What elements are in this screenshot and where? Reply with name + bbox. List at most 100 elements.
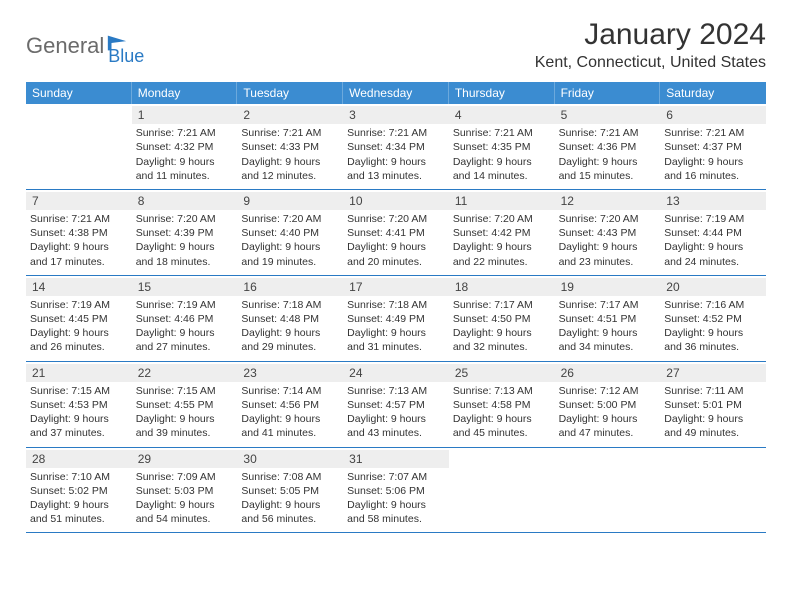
dow-cell: Sunday [26, 82, 132, 104]
sunrise-line: Sunrise: 7:21 AM [664, 126, 762, 140]
sunset-line: Sunset: 5:06 PM [347, 484, 445, 498]
title-block: January 2024 Kent, Connecticut, United S… [535, 18, 766, 72]
sunset-line: Sunset: 4:49 PM [347, 312, 445, 326]
dow-cell: Thursday [449, 82, 555, 104]
day-number: 17 [343, 278, 449, 296]
day-cell: 2Sunrise: 7:21 AMSunset: 4:33 PMDaylight… [237, 104, 343, 189]
sunrise-line: Sunrise: 7:19 AM [136, 298, 234, 312]
header: General Blue January 2024 Kent, Connecti… [26, 18, 766, 72]
sunrise-line: Sunrise: 7:21 AM [453, 126, 551, 140]
sunrise-line: Sunrise: 7:20 AM [347, 212, 445, 226]
sunrise-line: Sunrise: 7:18 AM [347, 298, 445, 312]
daylight-line: Daylight: 9 hours and 15 minutes. [559, 155, 657, 183]
sunrise-line: Sunrise: 7:19 AM [30, 298, 128, 312]
sunrise-line: Sunrise: 7:19 AM [664, 212, 762, 226]
daylight-line: Daylight: 9 hours and 24 minutes. [664, 240, 762, 268]
brand-name-b: Blue [108, 46, 144, 67]
week-row: 7Sunrise: 7:21 AMSunset: 4:38 PMDaylight… [26, 190, 766, 276]
sunset-line: Sunset: 4:48 PM [241, 312, 339, 326]
sunrise-line: Sunrise: 7:17 AM [559, 298, 657, 312]
day-number: 25 [449, 364, 555, 382]
day-number: 24 [343, 364, 449, 382]
daylight-line: Daylight: 9 hours and 47 minutes. [559, 412, 657, 440]
day-cell: 14Sunrise: 7:19 AMSunset: 4:45 PMDayligh… [26, 276, 132, 361]
day-number: 5 [555, 106, 661, 124]
day-number: 1 [132, 106, 238, 124]
daylight-line: Daylight: 9 hours and 39 minutes. [136, 412, 234, 440]
day-number: 30 [237, 450, 343, 468]
sunset-line: Sunset: 4:39 PM [136, 226, 234, 240]
sunset-line: Sunset: 4:37 PM [664, 140, 762, 154]
day-number: 4 [449, 106, 555, 124]
day-number: 27 [660, 364, 766, 382]
daylight-line: Daylight: 9 hours and 29 minutes. [241, 326, 339, 354]
dow-cell: Monday [132, 82, 238, 104]
day-cell: 22Sunrise: 7:15 AMSunset: 4:55 PMDayligh… [132, 362, 238, 447]
day-cell: 11Sunrise: 7:20 AMSunset: 4:42 PMDayligh… [449, 190, 555, 275]
sunset-line: Sunset: 5:02 PM [30, 484, 128, 498]
daylight-line: Daylight: 9 hours and 11 minutes. [136, 155, 234, 183]
sunrise-line: Sunrise: 7:20 AM [136, 212, 234, 226]
daylight-line: Daylight: 9 hours and 17 minutes. [30, 240, 128, 268]
daylight-line: Daylight: 9 hours and 56 minutes. [241, 498, 339, 526]
day-number: 20 [660, 278, 766, 296]
day-cell: 4 Sunrise: 7:21 AMSunset: 4:35 PMDaylight… [449, 104, 555, 189]
day-number: 14 [26, 278, 132, 296]
sunrise-line: Sunrise: 7:17 AM [453, 298, 551, 312]
day-cell: 31 Sunrise: 7:07 AMSunset: 5:06 PMDayligh… [343, 448, 449, 533]
sunset-line: Sunset: 4:53 PM [30, 398, 128, 412]
sunset-line: Sunset: 4:51 PM [559, 312, 657, 326]
day-cell: 8Sunrise: 7:20 AMSunset: 4:39 PMDaylight… [132, 190, 238, 275]
day-number: 28 [26, 450, 132, 468]
daylight-line: Daylight: 9 hours and 13 minutes. [347, 155, 445, 183]
day-number: 29 [132, 450, 238, 468]
day-number: 11 [449, 192, 555, 210]
sunset-line: Sunset: 4:57 PM [347, 398, 445, 412]
sunset-line: Sunset: 5:05 PM [241, 484, 339, 498]
day-number: 31 [343, 450, 449, 468]
sunset-line: Sunset: 4:42 PM [453, 226, 551, 240]
sunset-line: Sunset: 4:32 PM [136, 140, 234, 154]
week-row: 21Sunrise: 7:15 AMSunset: 4:53 PMDayligh… [26, 362, 766, 448]
sunrise-line: Sunrise: 7:14 AM [241, 384, 339, 398]
sunrise-line: Sunrise: 7:21 AM [241, 126, 339, 140]
page-title: January 2024 [535, 18, 766, 52]
sunrise-line: Sunrise: 7:07 AM [347, 470, 445, 484]
daylight-line: Daylight: 9 hours and 14 minutes. [453, 155, 551, 183]
daylight-line: Daylight: 9 hours and 31 minutes. [347, 326, 445, 354]
week-row: 14Sunrise: 7:19 AMSunset: 4:45 PMDayligh… [26, 276, 766, 362]
daylight-line: Daylight: 9 hours and 12 minutes. [241, 155, 339, 183]
calendar-body: 1Sunrise: 7:21 AMSunset: 4:32 PMDaylight… [26, 104, 766, 533]
daylight-line: Daylight: 9 hours and 32 minutes. [453, 326, 551, 354]
sunrise-line: Sunrise: 7:16 AM [664, 298, 762, 312]
day-cell: 23Sunrise: 7:14 AMSunset: 4:56 PMDayligh… [237, 362, 343, 447]
day-cell: 20Sunrise: 7:16 AMSunset: 4:52 PMDayligh… [660, 276, 766, 361]
daylight-line: Daylight: 9 hours and 23 minutes. [559, 240, 657, 268]
sunrise-line: Sunrise: 7:21 AM [136, 126, 234, 140]
day-cell: 30 Sunrise: 7:08 AMSunset: 5:05 PMDayligh… [237, 448, 343, 533]
dow-cell: Tuesday [237, 82, 343, 104]
day-cell: 9Sunrise: 7:20 AMSunset: 4:40 PMDaylight… [237, 190, 343, 275]
sunset-line: Sunset: 4:36 PM [559, 140, 657, 154]
daylight-line: Daylight: 9 hours and 20 minutes. [347, 240, 445, 268]
sunrise-line: Sunrise: 7:15 AM [30, 384, 128, 398]
sunset-line: Sunset: 5:00 PM [559, 398, 657, 412]
daylight-line: Daylight: 9 hours and 54 minutes. [136, 498, 234, 526]
sunrise-line: Sunrise: 7:21 AM [347, 126, 445, 140]
brand-logo: General Blue [26, 24, 144, 67]
sunset-line: Sunset: 4:35 PM [453, 140, 551, 154]
daylight-line: Daylight: 9 hours and 36 minutes. [664, 326, 762, 354]
sunset-line: Sunset: 4:50 PM [453, 312, 551, 326]
daylight-line: Daylight: 9 hours and 22 minutes. [453, 240, 551, 268]
day-number: 18 [449, 278, 555, 296]
daylight-line: Daylight: 9 hours and 19 minutes. [241, 240, 339, 268]
day-cell: 3Sunrise: 7:21 AMSunset: 4:34 PMDaylight… [343, 104, 449, 189]
sunset-line: Sunset: 4:44 PM [664, 226, 762, 240]
day-cell: 10Sunrise: 7:20 AMSunset: 4:41 PMDayligh… [343, 190, 449, 275]
day-number: 15 [132, 278, 238, 296]
day-number: 9 [237, 192, 343, 210]
day-cell: 27Sunrise: 7:11 AMSunset: 5:01 PMDayligh… [660, 362, 766, 447]
sunrise-line: Sunrise: 7:08 AM [241, 470, 339, 484]
daylight-line: Daylight: 9 hours and 41 minutes. [241, 412, 339, 440]
daylight-line: Daylight: 9 hours and 58 minutes. [347, 498, 445, 526]
